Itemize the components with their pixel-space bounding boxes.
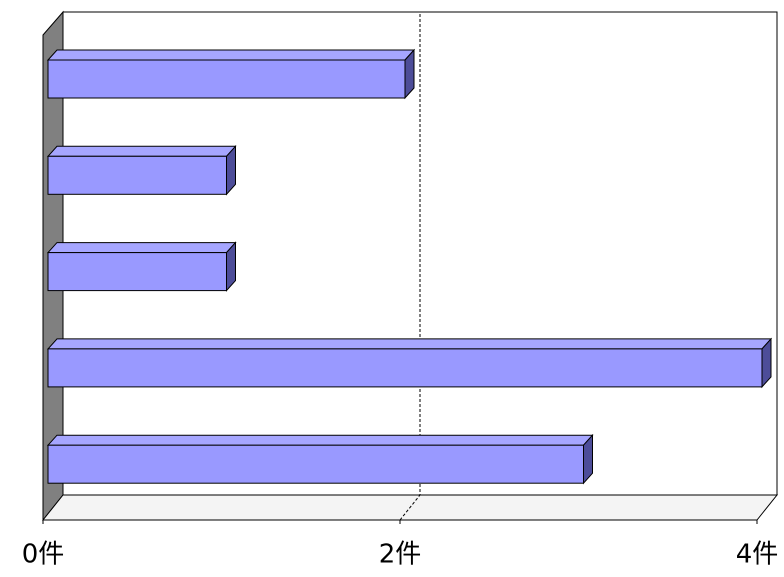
bar-top [46,49,416,61]
bar-top [46,242,237,254]
bar [47,59,406,99]
grid-line [399,12,421,521]
x-tick-label: 2件 [379,540,422,570]
bar [47,444,584,484]
bar [47,348,763,388]
bar [47,252,227,292]
bar [47,155,227,195]
x-tick-label: 4件 [736,540,779,570]
bar-top [46,338,773,350]
bar-top [46,145,237,157]
bar-top [46,434,594,446]
x-tick-label: 0件 [22,540,65,570]
